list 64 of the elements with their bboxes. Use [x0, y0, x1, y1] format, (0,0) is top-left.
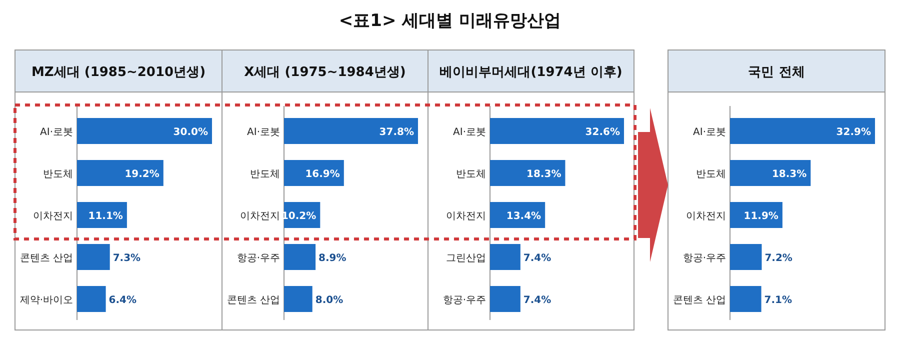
data-label: 11.1%	[88, 211, 123, 222]
bar	[284, 244, 316, 270]
y-tick-label: AI·로봇	[453, 127, 486, 138]
y-tick-label: 그린산업	[446, 253, 486, 264]
y-tick-label: 반도체	[456, 169, 486, 180]
bar	[284, 160, 344, 186]
data-label: 16.9%	[305, 169, 340, 180]
y-tick-label: 이차전지	[33, 211, 73, 222]
data-label: 37.8%	[379, 127, 414, 138]
data-label: 32.6%	[585, 127, 620, 138]
data-label: 18.3%	[526, 169, 562, 180]
bar	[730, 244, 762, 270]
y-tick-label: AI·로봇	[40, 127, 73, 138]
y-tick-label: 반도체	[43, 169, 73, 180]
bar	[490, 202, 546, 228]
bar	[77, 160, 164, 186]
text: <표1> 세대별 미래유망산업	[338, 11, 562, 31]
bar	[730, 118, 875, 144]
data-label: 7.1%	[764, 295, 792, 306]
bar	[490, 118, 624, 144]
data-label: 32.9%	[836, 127, 871, 138]
bar	[284, 286, 312, 312]
y-tick-label: 이차전지	[240, 211, 280, 222]
chart-title: 국민 전체	[748, 65, 805, 80]
y-tick-label: 콘텐츠 산업	[672, 295, 726, 306]
y-tick-label: 콘텐츠 산업	[226, 295, 280, 306]
data-label: 8.0%	[315, 295, 344, 306]
bar	[730, 160, 811, 186]
bar	[490, 286, 520, 312]
data-label: 13.4%	[506, 211, 542, 222]
y-tick-label: 항공·우주	[442, 295, 486, 306]
y-tick-label: 항공·우주	[236, 253, 280, 264]
data-label: 6.4%	[108, 295, 137, 306]
data-label: 8.9%	[318, 253, 346, 264]
y-tick-label: AI·로봇	[247, 127, 280, 138]
bar	[77, 244, 110, 270]
bar	[490, 244, 520, 270]
data-label: 10.2%	[281, 211, 316, 222]
data-label: 7.3%	[112, 253, 141, 264]
chart-title: X세대 (1975~1984년생)	[244, 65, 406, 80]
data-label: 7.2%	[764, 253, 792, 264]
y-tick-label: 이차전지	[446, 211, 486, 222]
data-label: 18.3%	[772, 169, 807, 180]
data-label: 7.4%	[523, 253, 552, 264]
bar	[730, 286, 762, 312]
y-tick-label: 반도체	[250, 169, 280, 180]
data-label: 19.2%	[124, 169, 160, 180]
y-tick-label: 반도체	[696, 169, 726, 180]
bar	[77, 202, 127, 228]
y-tick-label: AI·로봇	[693, 127, 726, 138]
chart-title: 베이비부머세대(1974년 이후)	[440, 65, 622, 80]
data-label: 11.9%	[744, 211, 778, 222]
bar	[77, 118, 212, 144]
y-tick-label: 항공·우주	[682, 253, 726, 264]
data-label: 30.0%	[173, 127, 208, 138]
chart-title: MZ세대 (1985~2010년생)	[31, 65, 206, 80]
bar	[77, 286, 106, 312]
data-label: 7.4%	[523, 295, 552, 306]
bar	[730, 202, 782, 228]
y-tick-label: 콘텐츠 산업	[20, 253, 73, 264]
y-tick-label: 이차전지	[686, 211, 726, 222]
bar	[490, 160, 566, 186]
bar	[284, 118, 418, 144]
y-tick-label: 제약·바이오	[20, 295, 73, 306]
